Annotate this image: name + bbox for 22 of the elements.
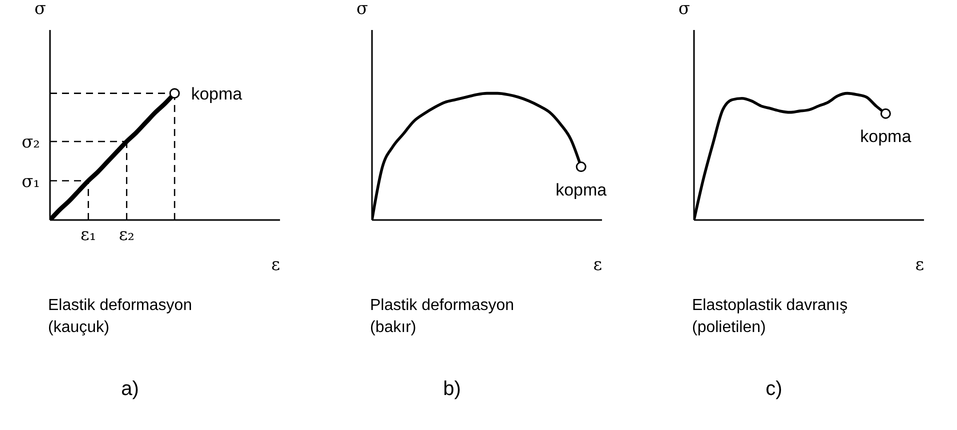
text: Plastik deformasyon (370, 296, 514, 316)
y-axis-title: σ (678, 0, 690, 20)
text: a) (120, 378, 140, 401)
x-tick-label: ε₁ (80, 225, 96, 246)
text: (bakır) (370, 318, 418, 338)
ref-line-label: σ₁ (22, 172, 40, 192)
text: c) (764, 378, 784, 401)
text: (kauçuk) (48, 318, 110, 338)
y-axis-title: σ (356, 0, 368, 20)
x-tick-label: ε₂ (118, 225, 134, 246)
annotation: kopma (860, 127, 912, 146)
text: Elastoplastik davranış (692, 296, 848, 316)
x-axis-title: ε (271, 255, 280, 275)
annotation: kopma (191, 84, 243, 104)
text: Elastik deformasyon (48, 296, 192, 316)
x-axis-title: ε (593, 255, 602, 275)
text: b) (442, 378, 462, 401)
annotation: kopma (556, 180, 608, 200)
ref-line-label: σ₂ (22, 132, 40, 152)
x-axis-title: ε (915, 255, 924, 275)
text: (polietilen) (692, 318, 767, 338)
y-axis-title: σ (34, 0, 46, 20)
